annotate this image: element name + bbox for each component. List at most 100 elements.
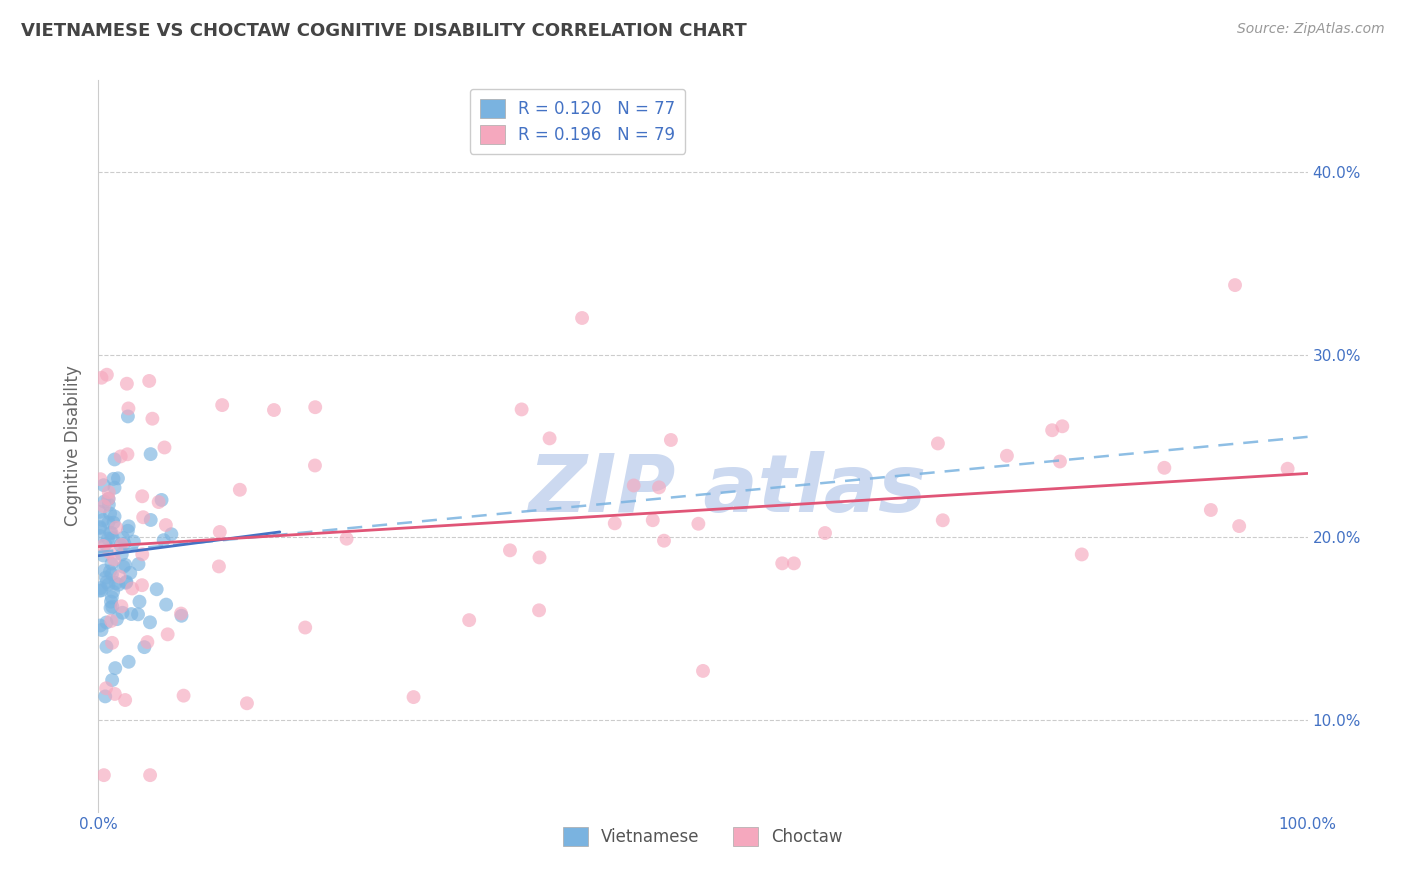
Point — [458, 613, 481, 627]
Point — [97, 491, 120, 506]
Point — [111, 606, 134, 620]
Point — [89, 472, 111, 486]
Point — [111, 547, 134, 561]
Point — [1223, 278, 1246, 293]
Point — [336, 532, 359, 546]
Point — [1070, 548, 1092, 562]
Point — [152, 533, 174, 548]
Point — [98, 507, 121, 521]
Point — [93, 768, 115, 782]
Point — [170, 607, 193, 621]
Point — [148, 495, 170, 509]
Point — [770, 557, 793, 571]
Point — [499, 543, 522, 558]
Point — [114, 693, 136, 707]
Point — [173, 689, 195, 703]
Text: VIETNAMESE VS CHOCTAW COGNITIVE DISABILITY CORRELATION CHART: VIETNAMESE VS CHOCTAW COGNITIVE DISABILI… — [21, 22, 747, 40]
Point — [128, 595, 150, 609]
Point — [97, 577, 120, 591]
Point — [1227, 519, 1250, 533]
Point — [138, 374, 160, 388]
Point — [104, 687, 127, 701]
Point — [112, 536, 135, 550]
Point — [103, 472, 125, 486]
Point — [89, 581, 111, 595]
Point — [98, 545, 121, 559]
Point — [101, 591, 124, 605]
Point — [103, 516, 125, 530]
Text: ZIP atlas: ZIP atlas — [529, 450, 927, 529]
Point — [96, 368, 118, 382]
Point — [101, 567, 124, 582]
Point — [98, 564, 121, 578]
Point — [814, 526, 837, 541]
Point — [94, 537, 117, 551]
Point — [156, 627, 179, 641]
Point — [107, 471, 129, 485]
Point — [641, 513, 664, 527]
Point — [89, 618, 111, 632]
Point — [110, 538, 132, 552]
Point — [153, 441, 176, 455]
Point — [141, 411, 163, 425]
Point — [927, 436, 949, 450]
Point — [105, 612, 128, 626]
Point — [208, 524, 231, 539]
Point — [90, 370, 112, 384]
Point — [94, 681, 117, 696]
Point — [1153, 460, 1175, 475]
Point — [932, 513, 955, 527]
Point — [139, 768, 162, 782]
Point — [98, 525, 121, 540]
Point — [97, 532, 120, 546]
Point — [101, 636, 124, 650]
Point — [97, 485, 120, 500]
Point — [294, 620, 316, 634]
Point — [131, 578, 153, 592]
Point — [90, 623, 112, 637]
Point — [93, 494, 115, 508]
Point — [117, 447, 139, 461]
Point — [402, 690, 425, 704]
Point — [100, 614, 122, 628]
Point — [112, 559, 135, 574]
Point — [94, 690, 117, 704]
Point — [127, 607, 149, 622]
Point — [93, 564, 115, 578]
Point — [603, 516, 626, 531]
Point — [104, 576, 127, 591]
Point — [1052, 419, 1074, 434]
Point — [117, 524, 139, 538]
Point — [211, 398, 233, 412]
Point — [120, 607, 142, 621]
Point — [145, 582, 167, 597]
Point — [155, 598, 177, 612]
Point — [97, 498, 120, 512]
Point — [170, 608, 193, 623]
Point — [100, 601, 122, 615]
Point — [783, 557, 806, 571]
Y-axis label: Cognitive Disability: Cognitive Disability — [65, 366, 83, 526]
Point — [571, 311, 593, 326]
Point — [110, 599, 132, 614]
Point — [103, 509, 125, 524]
Point — [131, 489, 153, 503]
Point — [101, 531, 124, 545]
Point — [120, 566, 142, 580]
Point — [1199, 503, 1222, 517]
Point — [96, 640, 118, 654]
Point — [117, 519, 139, 533]
Point — [93, 549, 115, 563]
Point — [89, 529, 111, 543]
Point — [134, 640, 156, 655]
Point — [110, 450, 132, 464]
Point — [155, 518, 177, 533]
Point — [659, 433, 682, 447]
Point — [538, 431, 561, 445]
Point — [101, 584, 124, 599]
Point — [91, 513, 114, 527]
Point — [101, 599, 124, 614]
Point — [136, 635, 159, 649]
Point — [118, 655, 141, 669]
Point — [688, 516, 710, 531]
